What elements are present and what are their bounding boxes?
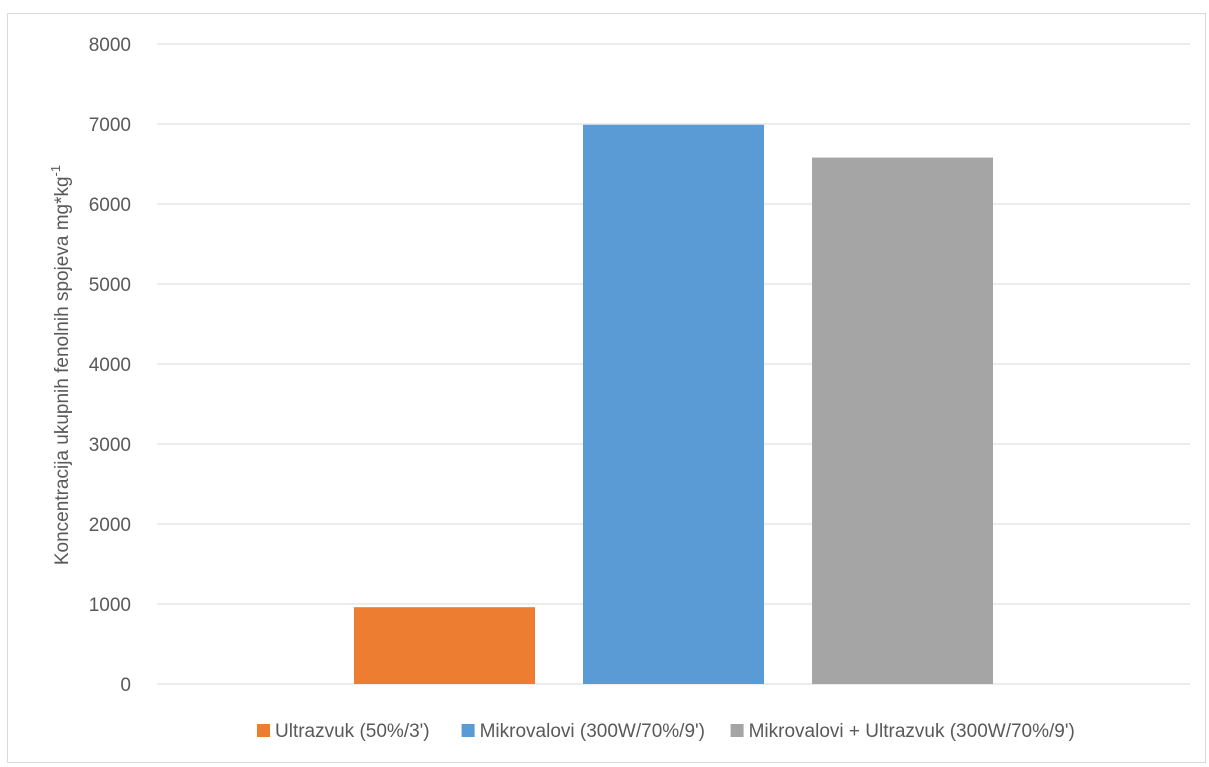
legend-label-2: Mikrovalovi (300W/70%/9') bbox=[480, 721, 705, 742]
y-axis-ticks: 0 1000 2000 3000 4000 5000 6000 7000 8000 bbox=[89, 35, 131, 696]
legend: Ultrazvuk (50%/3') Mikrovalovi (300W/70%/… bbox=[257, 721, 1075, 742]
y-tick-label: 4000 bbox=[89, 355, 131, 376]
y-axis-label: Koncentracija ukupnih fenolnih spojeva m… bbox=[48, 165, 73, 565]
y-tick-label: 7000 bbox=[89, 115, 131, 136]
legend-swatch-1 bbox=[257, 724, 270, 737]
bar-3 bbox=[812, 157, 993, 685]
y-tick-label: 8000 bbox=[89, 35, 131, 56]
legend-swatch-2 bbox=[461, 724, 475, 737]
y-tick-label: 6000 bbox=[89, 195, 131, 216]
bar-2 bbox=[583, 124, 764, 685]
legend-label-3: Mikrovalovi + Ultrazvuk (300W/70%/9') bbox=[749, 721, 1075, 742]
y-axis-label-main: Koncentracija ukupnih fenolnih spojeva m… bbox=[52, 176, 73, 565]
legend-label-1: Ultrazvuk (50%/3') bbox=[275, 721, 430, 742]
y-tick-label: 1000 bbox=[89, 595, 131, 616]
y-tick-label: 0 bbox=[120, 675, 131, 696]
y-tick-label: 2000 bbox=[89, 515, 131, 536]
y-tick-label: 5000 bbox=[89, 275, 131, 296]
bars bbox=[354, 124, 993, 685]
y-axis-label-superscript: -1 bbox=[48, 165, 63, 177]
bar-1 bbox=[354, 607, 535, 684]
legend-swatch-3 bbox=[730, 724, 744, 737]
y-tick-label: 3000 bbox=[89, 435, 131, 456]
